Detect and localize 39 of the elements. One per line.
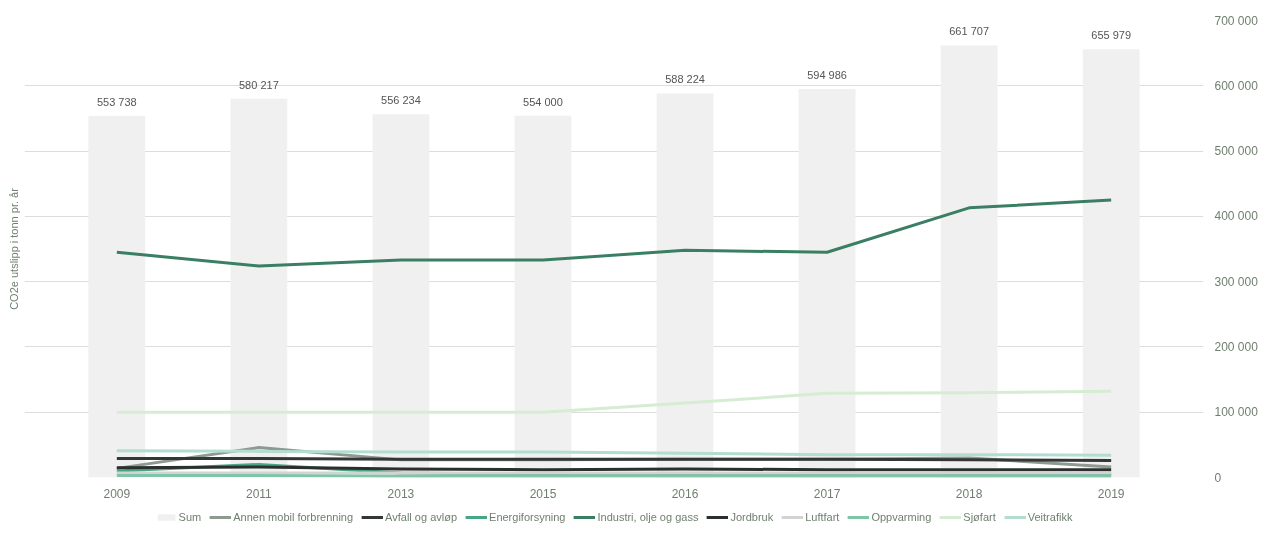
- y-tick-label: 600 000: [1214, 78, 1259, 93]
- bar: [1082, 49, 1140, 478]
- y-tick-label: 500 000: [1214, 144, 1259, 159]
- legend-label: Energiforsyning: [489, 511, 566, 523]
- data-label: 554 000: [523, 95, 563, 108]
- legend-label: Veitrafikk: [1027, 511, 1073, 523]
- x-tick-label: 2015: [529, 486, 557, 501]
- data-label: 580 217: [239, 78, 279, 91]
- legend-label: Oppvarming: [871, 511, 932, 523]
- y-tick-label: 700 000: [1214, 13, 1259, 28]
- bar: [88, 115, 146, 478]
- y-tick-label: 100 000: [1214, 405, 1259, 420]
- x-tick-label: 2017: [813, 486, 841, 501]
- y-tick-label: 0: [1214, 470, 1222, 485]
- data-label: 594 986: [807, 69, 847, 82]
- x-tick-label: 2016: [671, 486, 699, 501]
- x-tick-label: 2009: [103, 486, 131, 501]
- line-series: [115, 389, 1113, 414]
- y-tick-label: 200 000: [1214, 339, 1259, 354]
- legend-label: Sum: [178, 511, 202, 523]
- legend-label: Avfall og avløp: [385, 511, 458, 523]
- legend-label: Industri, olje og gass: [597, 511, 699, 523]
- y-tick-label: 400 000: [1214, 209, 1259, 224]
- y-axis-title: CO2e utslipp i tonn pr. år: [7, 187, 20, 310]
- data-label: 661 707: [949, 25, 990, 38]
- data-label: 553 738: [96, 95, 137, 108]
- legend-label: Luftfart: [805, 511, 840, 523]
- x-tick-label: 2011: [245, 486, 273, 501]
- legend-label: Jordbruk: [730, 511, 774, 523]
- y-tick-label: 300 000: [1214, 274, 1259, 289]
- x-tick-label: 2019: [1097, 486, 1125, 501]
- x-tick-label: 2018: [955, 486, 983, 501]
- data-label: 556 234: [381, 94, 421, 107]
- legend-label: Sjøfart: [963, 511, 996, 523]
- x-tick-label: 2013: [387, 486, 415, 501]
- data-label: 655 979: [1091, 29, 1132, 42]
- data-label: 588 224: [665, 73, 705, 86]
- legend-label: Annen mobil forbrenning: [233, 511, 354, 523]
- line-series: [115, 198, 1113, 268]
